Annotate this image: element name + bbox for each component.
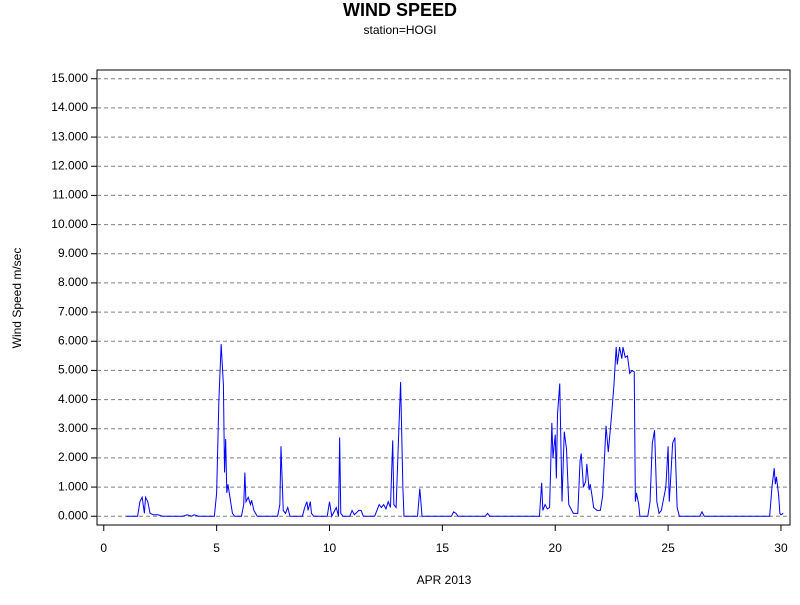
chart-subtitle: station=HOGI	[363, 23, 436, 37]
y-tick-label: 12.000	[51, 158, 88, 172]
y-tick-label: 14.000	[51, 100, 88, 114]
y-tick-label: 1.000	[58, 479, 88, 493]
x-tick-label: 15	[436, 541, 450, 555]
y-tick-label: 7.000	[58, 304, 88, 318]
y-tick-label: 2.000	[58, 450, 88, 464]
y-tick-label: 15.000	[51, 71, 88, 85]
x-tick-label: 30	[774, 541, 788, 555]
y-tick-label: 9.000	[58, 246, 88, 260]
x-tick-label: 0	[100, 541, 107, 555]
x-tick-label: 25	[661, 541, 675, 555]
y-tick-label: 0.000	[58, 508, 88, 522]
y-tick-label: 13.000	[51, 129, 88, 143]
y-tick-label: 6.000	[58, 333, 88, 347]
chart-title: WIND SPEED	[343, 0, 457, 20]
y-tick-label: 11.000	[52, 188, 88, 202]
x-axis-label: APR 2013	[417, 573, 472, 587]
y-tick-label: 3.000	[58, 421, 88, 435]
y-tick-label: 5.000	[58, 363, 88, 377]
y-tick-label: 8.000	[58, 275, 88, 289]
data-line	[126, 344, 784, 518]
x-tick-label: 10	[323, 541, 337, 555]
y-axis-label: Wind Speed m/sec	[10, 248, 24, 349]
y-tick-label: 4.000	[58, 392, 88, 406]
plot-frame	[96, 69, 791, 526]
y-tick-label: 10.000	[51, 217, 88, 231]
x-tick-label: 5	[213, 541, 220, 555]
x-tick-label: 20	[549, 541, 563, 555]
